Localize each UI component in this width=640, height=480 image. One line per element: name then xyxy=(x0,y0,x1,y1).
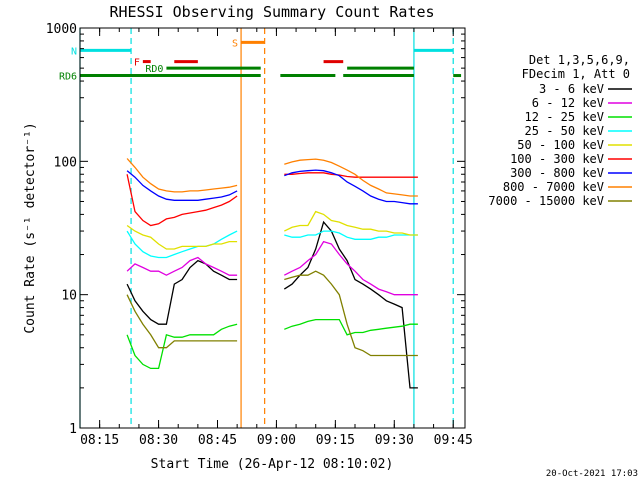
axes: 08:15 08:30 08:45 09:00 09:15 09:30 09:45 1 10 10… xyxy=(46,22,473,448)
series-25-50-kev xyxy=(126,230,418,259)
series-50-100-kev xyxy=(126,210,418,250)
legend-header-1: Det 1,3,5,6,9, xyxy=(529,53,630,67)
x-tick-label-08-15: 08:15 xyxy=(80,433,119,448)
y-tick-label-10: 10 xyxy=(61,289,77,304)
legend-label-50-100-kev: 50 - 100 keV xyxy=(517,138,604,152)
state-label-rd6: RD6 xyxy=(59,72,77,83)
plot-frame xyxy=(79,27,466,429)
legend-label-100-300-kev: 100 - 300 keV xyxy=(510,152,604,166)
x-tick-label-09-15: 09:15 xyxy=(316,433,355,448)
series-lines xyxy=(126,158,418,389)
series-300-800-kev xyxy=(126,169,418,205)
footer-date: 20-Oct-2021 17:03 xyxy=(546,469,638,479)
legend-label-6-12-kev: 6 - 12 keV xyxy=(532,96,604,110)
y-tick-label-1: 1 xyxy=(69,422,77,437)
series-3-6-kev xyxy=(126,220,418,389)
chart-title: RHESSI Observing Summary Count Rates xyxy=(109,3,434,21)
x-axis-label: Start Time (26-Apr-12 08:10:02) xyxy=(151,457,394,472)
state-bars: N F RD0 RD6 S xyxy=(59,38,462,83)
y-tick-label-1000: 1000 xyxy=(46,22,77,37)
legend-label-3-6-kev: 3 - 6 keV xyxy=(539,82,604,96)
series-6-12-kev xyxy=(126,240,418,296)
legend: Det 1,3,5,6,9, FDecim 1, Att 0 3 - 6 keV… xyxy=(488,53,632,208)
legend-label-12-25-kev: 12 - 25 keV xyxy=(525,110,604,124)
legend-label-800-7000-kev: 800 - 7000 keV xyxy=(503,180,604,194)
x-tick-label-09-30: 09:30 xyxy=(375,433,414,448)
state-label-s: S xyxy=(232,38,238,49)
y-tick-label-100: 100 xyxy=(54,155,77,170)
x-tick-label-08-30: 08:30 xyxy=(139,433,178,448)
legend-label-300-800-kev: 300 - 800 keV xyxy=(510,166,604,180)
x-tick-label-08-45: 08:45 xyxy=(198,433,237,448)
series-12-25-kev xyxy=(126,318,418,370)
x-tick-label-09-00: 09:00 xyxy=(257,433,296,448)
state-label-n: N xyxy=(71,46,77,57)
legend-header-2: FDecim 1, Att 0 xyxy=(522,67,630,81)
series-100-300-kev xyxy=(126,172,418,227)
series-7000-15000-kev xyxy=(126,270,418,357)
y-axis-label: Count Rate (s⁻¹ detector⁻¹) xyxy=(23,122,38,333)
x-tick-label-09-45: 09:45 xyxy=(434,433,473,448)
series-800-7000-kev xyxy=(126,158,418,197)
legend-label-7000-15000-kev: 7000 - 15000 keV xyxy=(488,194,604,208)
state-label-f: F xyxy=(134,58,140,69)
legend-label-25-50-kev: 25 - 50 keV xyxy=(525,124,604,138)
state-label-rd0: RD0 xyxy=(145,64,163,75)
